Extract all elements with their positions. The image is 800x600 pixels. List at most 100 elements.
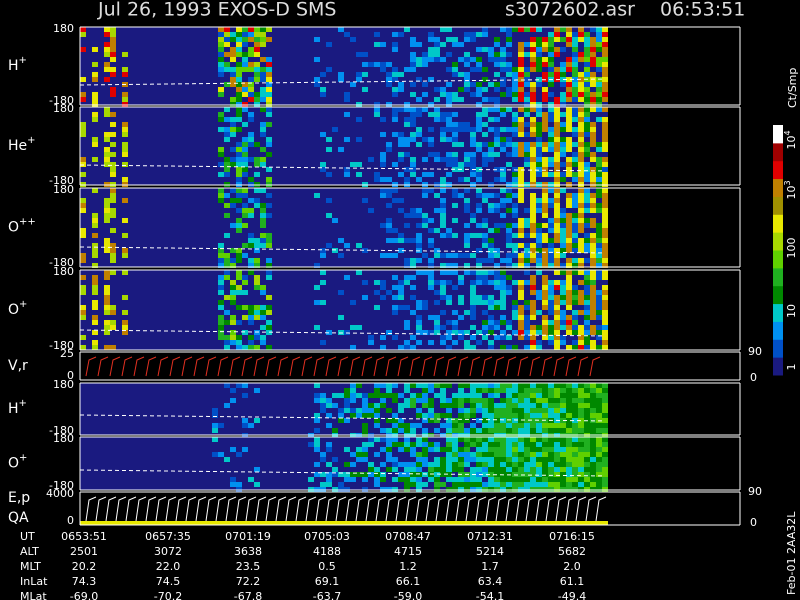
heatmap-cell xyxy=(572,107,578,112)
footer-value: -54.1 xyxy=(476,590,504,600)
heatmap-cell xyxy=(584,398,590,403)
heatmap-cell xyxy=(542,223,548,228)
heatmap-cell xyxy=(470,452,476,457)
heatmap-cell xyxy=(344,472,350,477)
heatmap-cell xyxy=(590,47,596,52)
footer-value: 0708:47 xyxy=(385,530,431,543)
heatmap-cell xyxy=(386,447,392,452)
heatmap-cell xyxy=(380,345,386,350)
footer-value: 0716:15 xyxy=(549,530,595,543)
heatmap-cell xyxy=(368,472,374,477)
heatmap-cell xyxy=(476,408,482,413)
heatmap-cell xyxy=(446,447,452,452)
heatmap-cell xyxy=(572,127,578,132)
heatmap-cell xyxy=(266,193,272,198)
heatmap-cell xyxy=(512,142,518,147)
heatmap-cell xyxy=(236,52,242,57)
heatmap-cell xyxy=(560,223,566,228)
heatmap-cell xyxy=(536,477,542,482)
heatmap-cell xyxy=(386,147,392,152)
heatmap-cell xyxy=(596,275,602,280)
heatmap-cell xyxy=(512,383,518,388)
heatmap-cell xyxy=(584,243,590,248)
heatmap-cell xyxy=(500,335,506,340)
heatmap-cell xyxy=(110,57,116,62)
heatmap-cell xyxy=(230,57,236,62)
heatmap-cell xyxy=(584,107,590,112)
heatmap-cell xyxy=(110,162,116,167)
heatmap-cell xyxy=(122,253,128,258)
heatmap-cell xyxy=(560,393,566,398)
heatmap-cell xyxy=(410,172,416,177)
heatmap-cell xyxy=(428,263,434,268)
heatmap-cell xyxy=(554,228,560,233)
heatmap-cell xyxy=(110,52,116,57)
heatmap-cell xyxy=(344,137,350,142)
heatmap-cell xyxy=(362,413,368,418)
footer-value: -59.0 xyxy=(394,590,422,600)
heatmap-cell xyxy=(518,172,524,177)
heatmap-cell xyxy=(578,223,584,228)
heatmap-cell xyxy=(104,285,110,290)
heatmap-cell xyxy=(512,203,518,208)
heatmap-cell xyxy=(494,467,500,472)
heatmap-cell xyxy=(218,147,224,152)
heatmap-cell xyxy=(344,92,350,97)
heatmap-cell xyxy=(566,428,572,433)
heatmap-cell xyxy=(584,482,590,487)
heatmap-cell xyxy=(542,315,548,320)
heatmap-cell xyxy=(326,442,332,447)
heatmap-cell xyxy=(368,437,374,442)
heatmap-cell xyxy=(596,457,602,462)
heatmap-cell xyxy=(566,42,572,47)
heatmap-cell xyxy=(380,403,386,408)
heatmap-cell xyxy=(500,413,506,418)
heatmap-cell xyxy=(500,482,506,487)
heatmap-cell xyxy=(422,437,428,442)
heatmap-cell xyxy=(494,107,500,112)
heatmap-cell xyxy=(434,447,440,452)
heatmap-cell xyxy=(578,57,584,62)
heatmap-cell xyxy=(218,335,224,340)
heatmap-cell xyxy=(506,437,512,442)
heatmap-cell xyxy=(248,310,254,315)
heatmap-cell xyxy=(464,122,470,127)
heatmap-cell xyxy=(518,142,524,147)
heatmap-cell xyxy=(488,437,494,442)
heatmap-cell xyxy=(506,37,512,42)
heatmap-cell xyxy=(572,77,578,82)
heatmap-cell xyxy=(446,457,452,462)
colorbar-label-base: 10 xyxy=(785,186,798,200)
heatmap-cell xyxy=(554,477,560,482)
heatmap-cell xyxy=(524,253,530,258)
heatmap-cell xyxy=(494,335,500,340)
heatmap-cell xyxy=(482,413,488,418)
heatmap-cell xyxy=(476,403,482,408)
heatmap-cell xyxy=(350,388,356,393)
heatmap-cell xyxy=(314,428,320,433)
heatmap-cell xyxy=(572,325,578,330)
heatmap-cell xyxy=(584,32,590,37)
heatmap-cell xyxy=(524,67,530,72)
heatmap-cell xyxy=(470,213,476,218)
heatmap-cell xyxy=(350,37,356,42)
heatmap-cell xyxy=(452,320,458,325)
heatmap-cell xyxy=(536,325,542,330)
heatmap-cell xyxy=(518,457,524,462)
heatmap-cell xyxy=(602,345,608,350)
heatmap-cell xyxy=(476,188,482,193)
colorbar-segment xyxy=(773,142,783,162)
heatmap-cell xyxy=(446,172,452,177)
heatmap-cell xyxy=(470,398,476,403)
heatmap-cell xyxy=(254,92,260,97)
heatmap-cell xyxy=(554,177,560,182)
heatmap-cell xyxy=(476,62,482,67)
heatmap-cell xyxy=(452,398,458,403)
heatmap-cell xyxy=(536,408,542,413)
heatmap-cell xyxy=(254,188,260,193)
heatmap-cell xyxy=(524,467,530,472)
heatmap-cell xyxy=(572,223,578,228)
heatmap-cell xyxy=(476,112,482,117)
heatmap-cell xyxy=(488,330,494,335)
heatmap-cell xyxy=(410,258,416,263)
